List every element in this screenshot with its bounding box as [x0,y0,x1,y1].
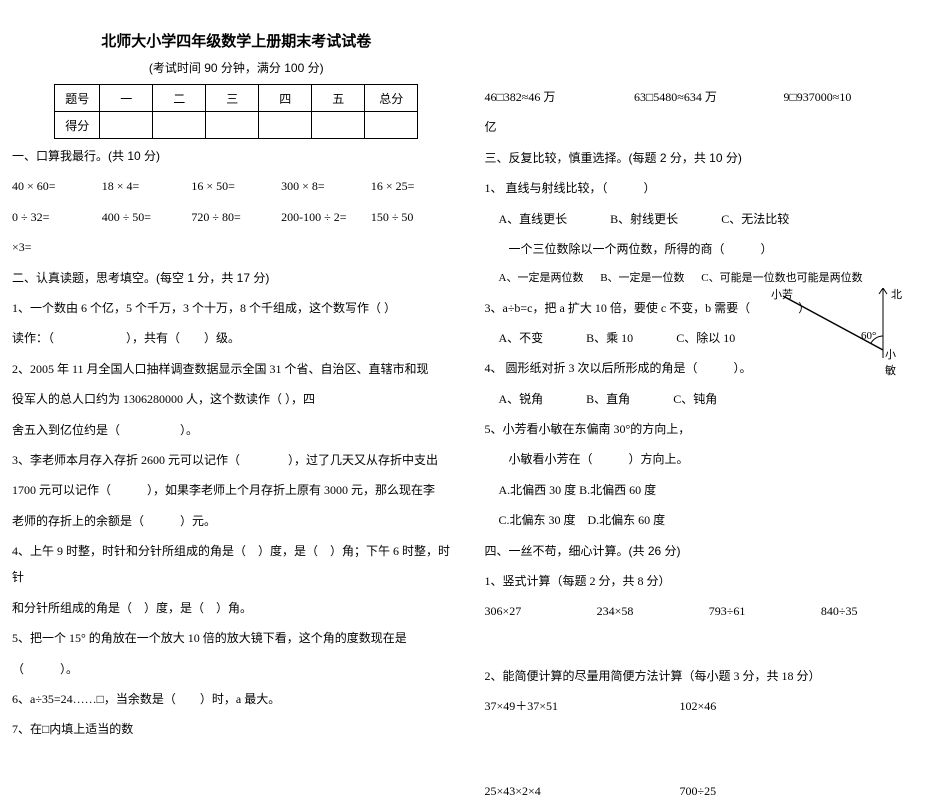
subsection: 1、竖式计算（每题 2 分，共 8 分） [485,568,934,594]
q-text: 1、 直线与射线比较，（ ） [485,175,934,201]
expr: 234×58 [597,598,709,624]
opt-a: A、直线更长 [499,206,568,232]
expr: 720 ÷ 80= [191,204,281,230]
th-col: 三 [206,85,259,112]
label-xiaofang: 小芳 [771,286,793,302]
expr: 16 × 50= [191,173,281,199]
mental-math-row: 0 ÷ 32= 400 ÷ 50= 720 ÷ 80= 200-100 ÷ 2=… [12,204,461,230]
calc-row: 37×49＋37×51 102×46 [485,693,934,719]
options: C.北偏东 30 度 D.北偏东 60 度 [485,507,934,533]
th-col: 四 [259,85,312,112]
th-col: 一 [100,85,153,112]
section-4-heading: 四、一丝不苟，细心计算。(共 26 分) [485,538,934,564]
mental-math-row: 40 × 60= 18 × 4= 16 × 50= 300 × 8= 16 × … [12,173,461,199]
q-text: 小敏看小芳在（ ）方向上。 [485,446,934,472]
q-text: 4、上午 9 时整，时针和分针所组成的角是（ ）度，是（ ）角；下午 6 时整，… [12,538,461,591]
td-blank [206,112,259,139]
q-text: 3、李老师本月存入存折 2600 元可以记作（ ），过了几天又从存折中支出 [12,447,461,473]
label-north: 北 [891,286,902,302]
q-text: 和分针所组成的角是（ ）度，是（ ）角。 [12,595,461,621]
q-text: 5、把一个 15° 的角放在一个放大 10 倍的放大镜下看，这个角的度数现在是 [12,625,461,651]
opt-b: B、一定是一位数 [600,266,684,290]
label-xiaomin: 小敏 [885,346,905,378]
expr: 400 ÷ 50= [102,204,192,230]
paren: ） [384,301,396,315]
td-blank [365,112,418,139]
expr: 200-100 ÷ 2= [281,204,371,230]
section-2-heading: 二、认真读题，思考填空。(每空 1 分，共 17 分) [12,265,461,291]
expr: 25×43×2×4 [485,778,680,804]
fill-box-row: 46□382≈46 万 63□5480≈634 万 9□937000≈10 [485,84,934,110]
q-text: 5、小芳看小敏在东偏南 30°的方向上， [485,416,934,442]
td-blank [312,112,365,139]
td-label: 得分 [55,112,100,139]
label-60deg: 60° [861,330,876,342]
q-text: 2、2005 年 11 月全国人口抽样调查数据显示全国 31 个省、自治区、直辖… [12,356,461,382]
expr: 300 × 8= [281,173,371,199]
q-text: 6、a÷35=24……□，当余数是（ ）时，a 最大。 [12,686,461,712]
options: A、直线更长 B、射线更长 C、无法比较 [485,206,934,232]
exam-title: 北师大小学四年级数学上册期末考试试卷 [12,30,461,51]
calc-row: 306×27 234×58 793÷61 840÷35 [485,598,934,624]
section-1-heading: 一、口算我最行。(共 10 分) [12,143,461,169]
paren: ），四 [285,392,315,406]
expr: 793÷61 [709,598,821,624]
expr: 102×46 [680,693,875,719]
options: A、锐角 B、直角 C、钝角 [485,386,934,412]
th-col: 总分 [365,85,418,112]
subsection: 2、能简便计算的尽量用简便方法计算（每小题 3 分，共 18 分） [485,663,934,689]
q-frag: 1、一个数由 6 个亿，5 个千万，3 个十万，8 个千组成，这个数写作（ [12,301,381,315]
th-label: 题号 [55,85,100,112]
calc-row: 25×43×2×4 700÷25 [485,778,934,804]
expr: 306×27 [485,598,597,624]
q-text: 1700 元可以记作（ ），如果李老师上个月存折上原有 3000 元，那么现在李 [12,477,461,503]
q-text: 一个三位数除以一个两位数，所得的商（ ） [485,236,934,262]
opt-b: B、射线更长 [610,206,678,232]
expr: 63□5480≈634 万 [634,84,784,110]
expr-cont: 亿 [485,114,934,140]
td-blank [259,112,312,139]
th-col: 五 [312,85,365,112]
td-blank [100,112,153,139]
opt-c: C、除以 10 [676,325,735,351]
q-text: 役军人的总人口约为 1306280000 人，这个数读作（ ），四 [12,386,461,412]
expr: 0 ÷ 32= [12,204,102,230]
score-table: 题号 一 二 三 四 五 总分 得分 [54,84,418,139]
q-text: 老师的存折上的余额是（ ）元。 [12,508,461,534]
exam-subtitle: (考试时间 90 分钟，满分 100 分) [12,59,461,76]
opt-b: B、乘 10 [586,325,633,351]
expr: 9□937000≈10 [784,84,934,110]
opt-a: A、不变 [499,325,544,351]
td-blank [153,112,206,139]
options: A、一定是两位数 B、一定是一位数 C、可能是一位数也可能是两位数 [485,266,934,290]
opt-a: A、锐角 [499,386,544,412]
expr-cont: ×3= [12,234,461,260]
opt-c: C、钝角 [673,386,717,412]
expr: 150 ÷ 50 [371,204,461,230]
section-3-heading: 三、反复比较，慎重选择。(每题 2 分，共 10 分) [485,145,934,171]
opt-c: C、无法比较 [721,206,789,232]
opt-b: B、直角 [586,386,630,412]
q-text: 读作：（ ），共有（ ）级。 [12,325,461,351]
table-row: 得分 [55,112,418,139]
expr: 700÷25 [680,778,875,804]
direction-diagram: 小芳 北 60° 小敏 [775,288,905,368]
expr: 16 × 25= [371,173,461,199]
opt-a: A、一定是两位数 [499,266,584,290]
q-text: 舍五入到亿位约是（ ）。 [12,417,461,443]
th-col: 二 [153,85,206,112]
q-text: 1、一个数由 6 个亿，5 个千万，3 个十万，8 个千组成，这个数写作（ ） [12,295,461,321]
expr: 37×49＋37×51 [485,693,680,719]
q-frag: 役军人的总人口约为 1306280000 人，这个数读作（ [12,392,282,406]
expr: 46□382≈46 万 [485,84,635,110]
expr: 40 × 60= [12,173,102,199]
q-text: 7、在□内填上适当的数 [12,716,461,742]
table-row: 题号 一 二 三 四 五 总分 [55,85,418,112]
options: A.北偏西 30 度 B.北偏西 60 度 [485,477,934,503]
expr: 18 × 4= [102,173,192,199]
expr: 840÷35 [821,598,933,624]
